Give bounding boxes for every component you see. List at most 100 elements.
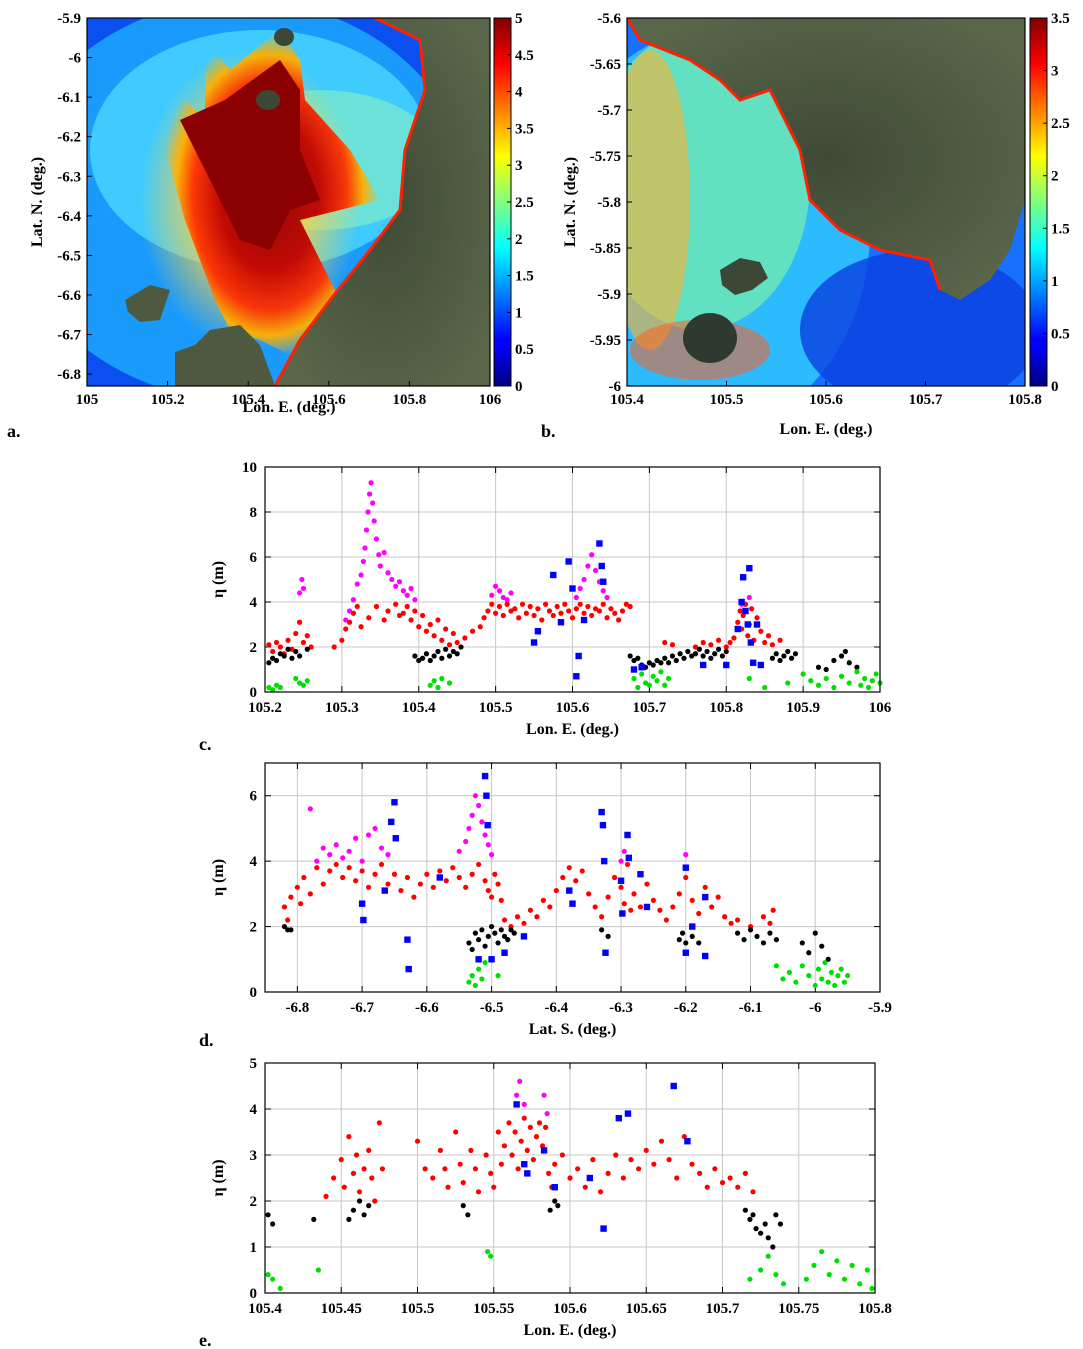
data-point bbox=[358, 572, 364, 578]
data-point bbox=[737, 608, 743, 614]
data-point bbox=[702, 884, 708, 890]
data-point bbox=[270, 655, 276, 661]
data-point bbox=[765, 1235, 771, 1241]
data-point bbox=[631, 891, 637, 897]
data-point bbox=[266, 660, 272, 666]
data-point bbox=[611, 874, 618, 881]
data-point bbox=[646, 682, 652, 688]
data-point bbox=[505, 937, 511, 943]
data-point bbox=[769, 655, 775, 661]
data-point bbox=[566, 608, 572, 614]
data-series bbox=[530, 540, 765, 680]
data-point bbox=[677, 651, 683, 657]
data-point bbox=[834, 1258, 840, 1264]
data-series bbox=[266, 601, 783, 657]
data-point bbox=[450, 630, 456, 637]
data-point bbox=[527, 1124, 533, 1130]
x-tick-label: 105.7 bbox=[706, 1301, 740, 1317]
data-point bbox=[811, 1262, 817, 1268]
data-point bbox=[747, 1216, 753, 1222]
data-point bbox=[435, 617, 441, 623]
data-point bbox=[862, 675, 868, 682]
data-point bbox=[419, 655, 426, 661]
data-point-square bbox=[699, 661, 707, 669]
data-point bbox=[669, 642, 676, 648]
x-tick-label: 105.8 bbox=[393, 392, 427, 408]
data-series bbox=[281, 861, 776, 930]
data-series bbox=[266, 669, 883, 693]
data-point bbox=[479, 976, 485, 982]
data-point bbox=[296, 619, 303, 625]
data-point bbox=[826, 1272, 832, 1278]
data-point bbox=[288, 894, 294, 900]
data-point bbox=[285, 917, 291, 923]
data-point bbox=[360, 558, 366, 565]
data-point bbox=[481, 615, 487, 621]
data-point-square bbox=[684, 1138, 691, 1145]
data-point bbox=[304, 646, 310, 652]
data-point bbox=[845, 973, 851, 979]
data-point bbox=[604, 594, 610, 601]
data-point bbox=[439, 655, 445, 661]
data-series bbox=[265, 1198, 784, 1250]
data-point bbox=[389, 576, 395, 583]
y-tick-label: 4 bbox=[250, 1102, 258, 1118]
data-point bbox=[323, 1193, 329, 1199]
data-point bbox=[300, 585, 307, 592]
y-tick-label: 1 bbox=[250, 1240, 258, 1256]
data-point bbox=[419, 612, 426, 619]
data-point-square bbox=[601, 857, 608, 865]
colorbar-tick-label: 0.5 bbox=[515, 342, 534, 358]
data-point bbox=[857, 1281, 863, 1287]
data-point bbox=[858, 682, 864, 688]
data-point bbox=[767, 920, 773, 926]
data-point bbox=[835, 973, 841, 979]
data-point bbox=[472, 930, 478, 936]
data-point bbox=[393, 601, 399, 607]
data-point bbox=[265, 1212, 271, 1218]
data-point bbox=[708, 642, 714, 648]
data-point-square bbox=[530, 639, 538, 646]
data-point bbox=[443, 646, 449, 652]
data-point bbox=[476, 937, 482, 943]
data-point-square bbox=[643, 903, 651, 911]
data-point bbox=[354, 603, 360, 610]
data-point-square bbox=[513, 1101, 520, 1108]
data-point bbox=[495, 1129, 501, 1135]
data-point bbox=[527, 603, 533, 610]
data-point bbox=[823, 666, 829, 673]
y-tick-label: -5.75 bbox=[590, 149, 621, 165]
x-tick-label: 105.6 bbox=[809, 392, 843, 408]
data-point bbox=[575, 1166, 581, 1172]
data-point-square bbox=[600, 578, 607, 585]
data-point bbox=[350, 1170, 357, 1176]
data-point bbox=[277, 1285, 283, 1291]
data-point-square bbox=[575, 652, 582, 660]
data-point bbox=[719, 653, 726, 659]
data-point bbox=[450, 648, 456, 655]
data-point bbox=[815, 682, 822, 688]
data-point bbox=[620, 1175, 626, 1181]
x-tick-label: -6.1 bbox=[739, 1000, 763, 1016]
data-point bbox=[696, 940, 702, 946]
data-point bbox=[450, 865, 456, 871]
data-point bbox=[723, 648, 729, 655]
data-point bbox=[683, 874, 689, 881]
data-point bbox=[485, 608, 491, 614]
data-point bbox=[642, 680, 649, 686]
data-point bbox=[562, 601, 568, 607]
plot-frame bbox=[264, 1062, 876, 1294]
data-point bbox=[463, 884, 469, 890]
data-point bbox=[689, 1161, 695, 1167]
data-point bbox=[346, 608, 353, 614]
data-point bbox=[475, 1189, 482, 1195]
data-point bbox=[304, 633, 310, 639]
panel-label-a: a. bbox=[7, 421, 21, 441]
data-point bbox=[466, 979, 472, 985]
data-point bbox=[314, 865, 320, 871]
y-tick-label: 10 bbox=[242, 460, 257, 476]
data-point bbox=[285, 637, 291, 643]
data-point bbox=[354, 581, 360, 587]
data-point bbox=[338, 1157, 344, 1163]
data-point bbox=[581, 610, 587, 616]
